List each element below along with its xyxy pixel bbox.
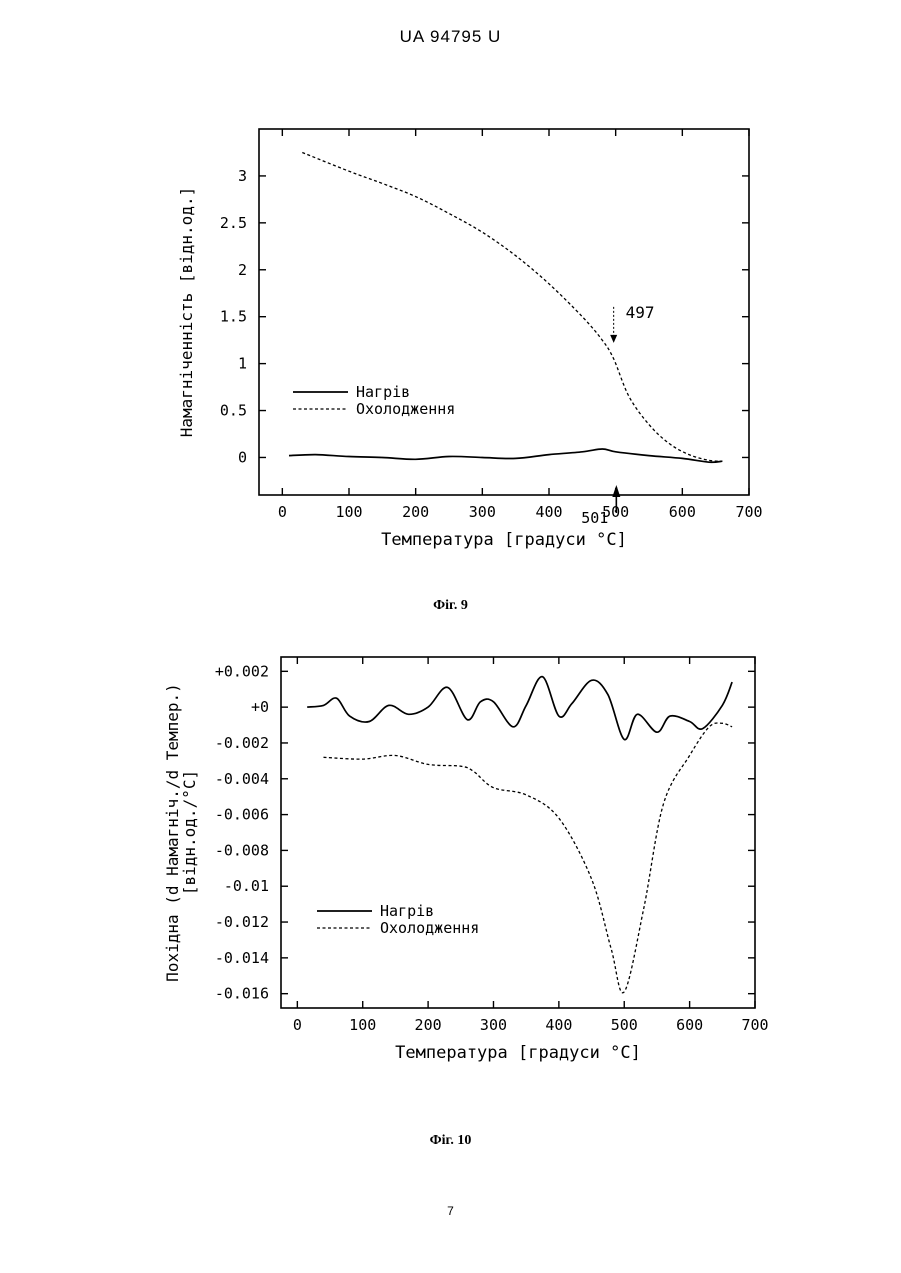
derivative-chart: 0 100 200 300 400 500 600 700 +0.002 +0 -0.002 -0.0… — [0, 648, 901, 1078]
series-line-heating — [307, 677, 732, 740]
x-tick-label: 400 — [545, 1016, 572, 1034]
annotation-arrowhead — [612, 485, 620, 497]
x-tick-label: 0 — [278, 503, 287, 521]
series-line-heating — [289, 449, 722, 462]
y-tick-label: +0 — [251, 698, 269, 716]
figure-9-caption: Фіг. 9 — [0, 598, 901, 614]
document-header: UA 94795 U — [0, 27, 901, 47]
plot-frame — [281, 657, 755, 1008]
x-tick-label: 400 — [535, 503, 562, 521]
x-tick-label: 200 — [402, 503, 429, 521]
x-tick-label: 600 — [676, 1016, 703, 1034]
y-tick-label: -0.012 — [215, 913, 269, 931]
y-tick-label: 2 — [238, 261, 247, 279]
x-axis-label: Температура [градуси °C] — [381, 530, 627, 550]
y-tick-label: 2.5 — [220, 214, 247, 232]
x-tick-label: 300 — [469, 503, 496, 521]
y-tick-label: 0.5 — [220, 402, 247, 420]
x-tick-label: 100 — [349, 1016, 376, 1034]
legend-label: Нагрів — [356, 383, 410, 401]
figure-10-caption: Фіг. 10 — [0, 1133, 901, 1149]
x-tick-label: 700 — [741, 1016, 768, 1034]
legend-label: Нагрів — [380, 902, 434, 920]
annotation-arrowhead — [610, 335, 617, 343]
x-tick-label: 700 — [735, 503, 762, 521]
y-tick-label: -0.002 — [215, 734, 269, 752]
y-tick-label: -0.016 — [215, 985, 269, 1003]
y-tick-label: 1 — [238, 355, 247, 373]
x-tick-label: 300 — [480, 1016, 507, 1034]
y-tick-label: 0 — [238, 448, 247, 466]
page-number: 7 — [0, 1204, 901, 1218]
plot-frame — [259, 129, 749, 495]
annotation-label: 497 — [626, 303, 655, 322]
y-tick-label: -0.014 — [215, 949, 269, 967]
legend-label: Охолодження — [356, 400, 455, 418]
y-tick-label: 1.5 — [220, 308, 247, 326]
legend-label: Охолодження — [380, 919, 479, 937]
x-tick-label: 0 — [293, 1016, 302, 1034]
annotation-label: 501 — [581, 509, 608, 527]
y-axis-label: [відн.од./°C] — [180, 770, 199, 895]
series-line-cooling — [324, 723, 733, 993]
x-tick-label: 600 — [669, 503, 696, 521]
y-tick-label: 3 — [238, 167, 247, 185]
x-tick-label: 500 — [611, 1016, 638, 1034]
x-tick-label: 100 — [335, 503, 362, 521]
y-tick-label: -0.008 — [215, 841, 269, 859]
y-axis-label: Намагніченність [відн.од.] — [177, 187, 196, 437]
y-tick-label: -0.01 — [224, 877, 269, 895]
x-tick-label: 200 — [415, 1016, 442, 1034]
y-tick-label: +0.002 — [215, 662, 269, 680]
magnetization-chart: 010020030040050060070000.511.522.53Темпе… — [0, 120, 901, 560]
x-axis-label: Температура [градуси °C] — [395, 1043, 641, 1063]
y-tick-label: -0.006 — [215, 806, 269, 824]
y-tick-label: -0.004 — [215, 770, 269, 788]
